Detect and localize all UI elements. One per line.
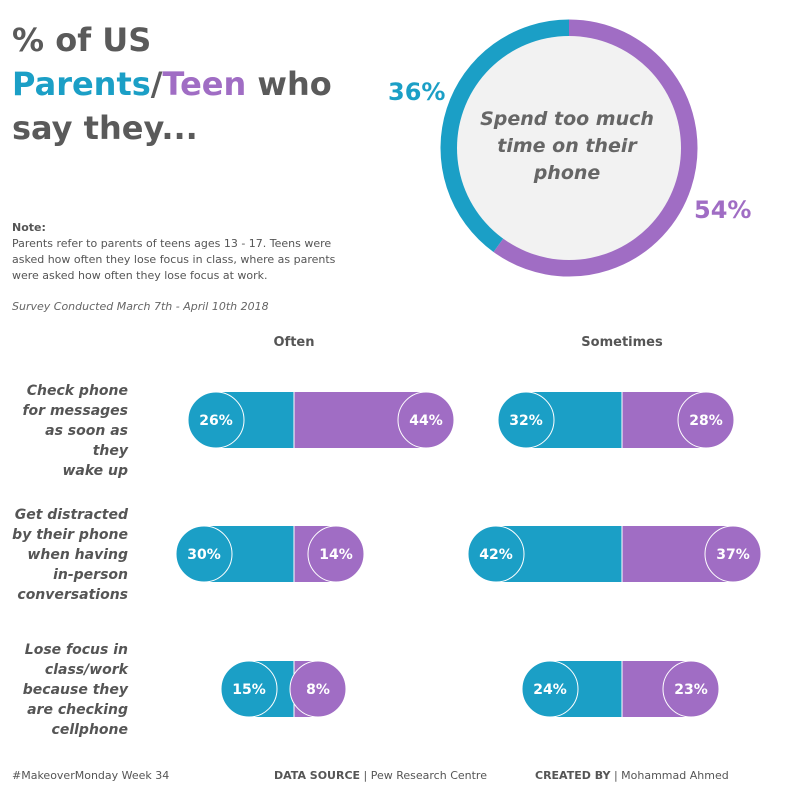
column-header-often: Often [273, 335, 315, 350]
column-header-sometimes: Sometimes [581, 335, 663, 350]
label-parents-often-0: 26% [199, 413, 233, 429]
cap-parents-often-0 [187, 391, 245, 449]
label-parents-sometimes-0: 32% [509, 413, 543, 429]
row-label-distracted: Get distracted by their phone when having i… [12, 507, 128, 603]
title-line-1: % of US [12, 21, 152, 59]
survey-date: Survey Conducted March 7th - April 10th … [12, 300, 269, 313]
footer-created: CREATED BY | Mohammad Ahmed [535, 769, 729, 782]
label-parents-sometimes-2: 24% [533, 682, 567, 698]
cap-teen-sometimes-0 [677, 391, 735, 449]
title-line-3: say they... [12, 109, 198, 147]
label-parents-often-1: 30% [187, 547, 221, 563]
cap-parents-often-2 [220, 660, 278, 718]
label-teen-sometimes-0: 28% [689, 413, 723, 429]
cap-teen-sometimes-1 [704, 525, 762, 583]
donut-parents-arc [440, 19, 570, 252]
note-text: Parents refer to parents of teens ages 1… [12, 237, 336, 282]
label-teen-sometimes-1: 37% [716, 547, 750, 563]
footer-source: DATA SOURCE | Pew Research Centre [274, 769, 487, 782]
footer-created-label: CREATED BY [535, 769, 611, 782]
donut-center [457, 36, 681, 260]
label-parents-sometimes-1: 42% [479, 547, 513, 563]
label-teen-often-1: 14% [319, 547, 353, 563]
title-slash: / [150, 65, 163, 103]
donut-parents-pct: 36% [388, 78, 446, 106]
row-label-lose-focus: Lose focus in class/work because they are c… [22, 642, 128, 738]
title-parents: Parents [12, 65, 151, 103]
cap-teen-sometimes-2 [662, 660, 720, 718]
donut-center-label: Spend too much time on their phone [480, 108, 654, 184]
donut-chart [440, 19, 698, 277]
cap-parents-often-1 [175, 525, 233, 583]
cap-teen-often-0 [397, 391, 455, 449]
title-teen: Teen [162, 65, 247, 103]
page-title: % of US Parents/Teen who say they... [12, 18, 332, 150]
note-label: Note: [12, 221, 46, 234]
row-label-wake-up: Check phone for messages as soon as they wa… [22, 383, 128, 479]
footer-makeover: #MakeoverMonday Week 34 [12, 769, 170, 782]
cap-teen-often-1 [307, 525, 365, 583]
footer-source-value: | Pew Research Centre [360, 769, 487, 782]
cap-teen-often-2 [289, 660, 347, 718]
footer-source-label: DATA SOURCE [274, 769, 361, 782]
donut-teen-arc [493, 19, 698, 277]
label-teen-sometimes-2: 23% [674, 682, 708, 698]
donut-teen-pct: 54% [694, 196, 752, 224]
cap-parents-sometimes-0 [497, 391, 555, 449]
label-parents-often-2: 15% [232, 682, 266, 698]
cap-parents-sometimes-1 [467, 525, 525, 583]
footer-created-value: | Mohammad Ahmed [610, 769, 729, 782]
cap-parents-sometimes-2 [521, 660, 579, 718]
label-teen-often-0: 44% [409, 413, 443, 429]
label-teen-often-2: 8% [306, 682, 330, 698]
title-line-2: Parents/Teen who [12, 62, 332, 106]
title-who: who [246, 65, 332, 103]
